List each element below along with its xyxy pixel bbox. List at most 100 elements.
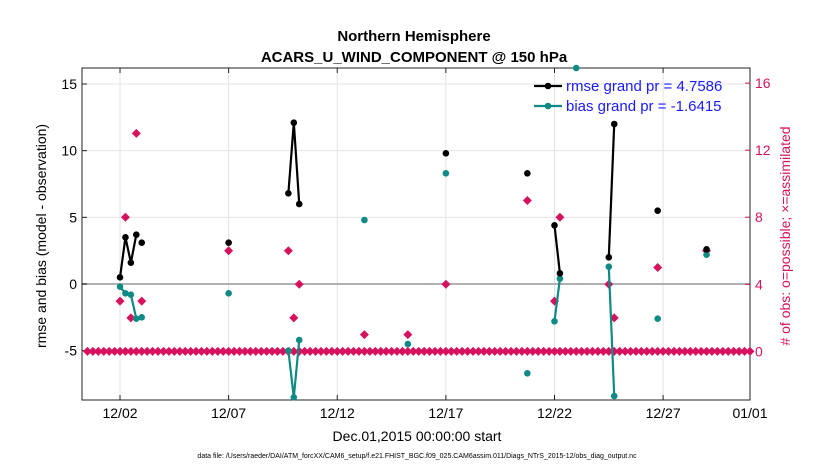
obs-assimilated-marker-88	[560, 346, 570, 356]
obs-assimilated-marker-26	[224, 346, 234, 356]
rmse-point-single-4	[654, 207, 661, 214]
obs-assimilated-marker-68	[452, 346, 462, 356]
obs-assimilated-marker-98	[615, 346, 625, 356]
bias-point-0-1	[122, 290, 129, 297]
obs-assimilated-marker-60	[408, 346, 418, 356]
obs-assimilated-marker-102	[636, 346, 646, 356]
bias-point-single-4	[524, 370, 531, 377]
obs-assimilated-marker-75	[490, 346, 500, 356]
x-tick-label-5: 12/27	[646, 405, 681, 421]
obs-assimilated-marker-3	[99, 346, 109, 356]
obs-assimilated-marker-76	[495, 346, 505, 356]
obs-assimilated-marker-74	[484, 346, 494, 356]
obs-assimilated-marker-90	[571, 346, 581, 356]
obs-possible-marker-4	[137, 296, 147, 306]
obs-assimilated-marker-117	[718, 346, 728, 356]
obs-assimilated-marker-77	[501, 346, 511, 356]
obs-assimilated-marker-61	[414, 346, 424, 356]
x-tick-label-1: 12/07	[211, 405, 246, 421]
obs-possible-marker-2	[126, 313, 136, 323]
obs-assimilated-marker-9	[131, 346, 141, 356]
obs-assimilated-marker-116	[712, 346, 722, 356]
x-tick-label-2: 12/12	[320, 405, 355, 421]
y-right-tick-label-0: 0	[755, 343, 763, 359]
obs-assimilated-marker-42	[311, 346, 321, 356]
obs-assimilated-marker-99	[620, 346, 630, 356]
obs-assimilated-marker-12	[148, 346, 158, 356]
y-axis-right-label: # of obs: o=possible; ×=assimilated	[777, 126, 793, 345]
bias-point-single-7	[703, 251, 710, 258]
obs-assimilated-marker-119	[729, 346, 739, 356]
obs-assimilated-marker-86	[549, 346, 559, 356]
obs-possible-marker-10	[403, 330, 413, 340]
obs-assimilated-marker-34	[267, 346, 277, 356]
obs-possible-marker-1	[120, 212, 130, 222]
obs-assimilated-marker-45	[327, 346, 337, 356]
obs-assimilated-marker-15	[164, 346, 174, 356]
obs-assimilated-marker-54	[376, 346, 386, 356]
obs-possible-marker-17	[653, 263, 663, 273]
obs-assimilated-marker-14	[158, 346, 168, 356]
obs-assimilated-marker-47	[338, 346, 348, 356]
obs-assimilated-marker-19	[186, 346, 196, 356]
obs-assimilated-marker-83	[533, 346, 543, 356]
obs-assimilated-marker-2	[93, 346, 103, 356]
plot-frame	[81, 67, 751, 401]
obs-assimilated-marker-32	[256, 346, 266, 356]
y-right-tick-label-1: 4	[755, 276, 763, 292]
obs-assimilated-marker-91	[577, 346, 587, 356]
obs-assimilated-marker-22	[202, 346, 212, 356]
obs-assimilated-marker-112	[691, 346, 701, 356]
obs-assimilated-marker-1	[88, 346, 98, 356]
obs-assimilated-marker-35	[273, 346, 283, 356]
bias-point-1-0	[285, 347, 292, 354]
rmse-point-1-2	[295, 200, 303, 208]
chart-title-line-2: ACARS_U_WIND_COMPONENT @ 150 hPa	[261, 49, 568, 66]
y-tick-label-1: 0	[69, 276, 77, 292]
obs-assimilated-marker-59	[403, 346, 413, 356]
y-axis-label: rmse and bias (model - observation)	[33, 124, 49, 348]
obs-assimilated-marker-25	[218, 346, 228, 356]
obs-assimilated-marker-0	[82, 346, 92, 356]
bias-point-single-6	[654, 315, 661, 322]
obs-assimilated-marker-30	[245, 346, 255, 356]
obs-possible-marker-5	[224, 246, 234, 256]
obs-assimilated-marker-72	[473, 346, 483, 356]
obs-assimilated-marker-73	[479, 346, 489, 356]
rmse-point-0-1	[122, 234, 129, 241]
chart-title-line-1: Northern Hemisphere	[337, 28, 490, 45]
obs-assimilated-marker-21	[196, 346, 206, 356]
y-right-tick-label-3: 12	[755, 142, 771, 158]
obs-assimilated-marker-67	[446, 346, 456, 356]
obs-assimilated-marker-79	[511, 346, 521, 356]
legend-marker-1	[544, 102, 552, 110]
obs-assimilated-marker-4	[104, 346, 114, 356]
bias-point-0-0	[116, 283, 124, 290]
obs-assimilated-marker-28	[234, 346, 244, 356]
bias-point-1-1	[290, 394, 298, 401]
obs-assimilated-marker-24	[213, 346, 223, 356]
rmse-point-single-0	[138, 239, 146, 246]
obs-assimilated-marker-100	[626, 346, 636, 356]
obs-assimilated-marker-121	[740, 346, 750, 356]
obs-assimilated-marker-103	[642, 346, 652, 356]
bias-point-single-0	[225, 290, 232, 297]
obs-assimilated-marker-55	[381, 346, 391, 356]
obs-assimilated-marker-87	[555, 346, 565, 356]
obs-assimilated-marker-23	[207, 346, 217, 356]
obs-assimilated-marker-7	[120, 346, 130, 356]
obs-assimilated-marker-43	[316, 346, 326, 356]
obs-assimilated-marker-13	[153, 346, 163, 356]
obs-assimilated-marker-70	[463, 346, 473, 356]
obs-assimilated-marker-33	[262, 346, 272, 356]
obs-assimilated-marker-92	[582, 346, 592, 356]
obs-assimilated-marker-31	[251, 346, 261, 356]
legend: rmse grand pr = 4.7586 bias grand pr = -1…	[534, 78, 722, 115]
obs-assimilated-marker-8	[126, 346, 136, 356]
bias-point-1-2	[295, 336, 303, 344]
obs-assimilated-marker-56	[387, 346, 397, 356]
x-tick-label-4: 12/22	[537, 405, 572, 421]
bias-point-0-2	[127, 291, 135, 298]
obs-assimilated-marker-11	[142, 346, 152, 356]
